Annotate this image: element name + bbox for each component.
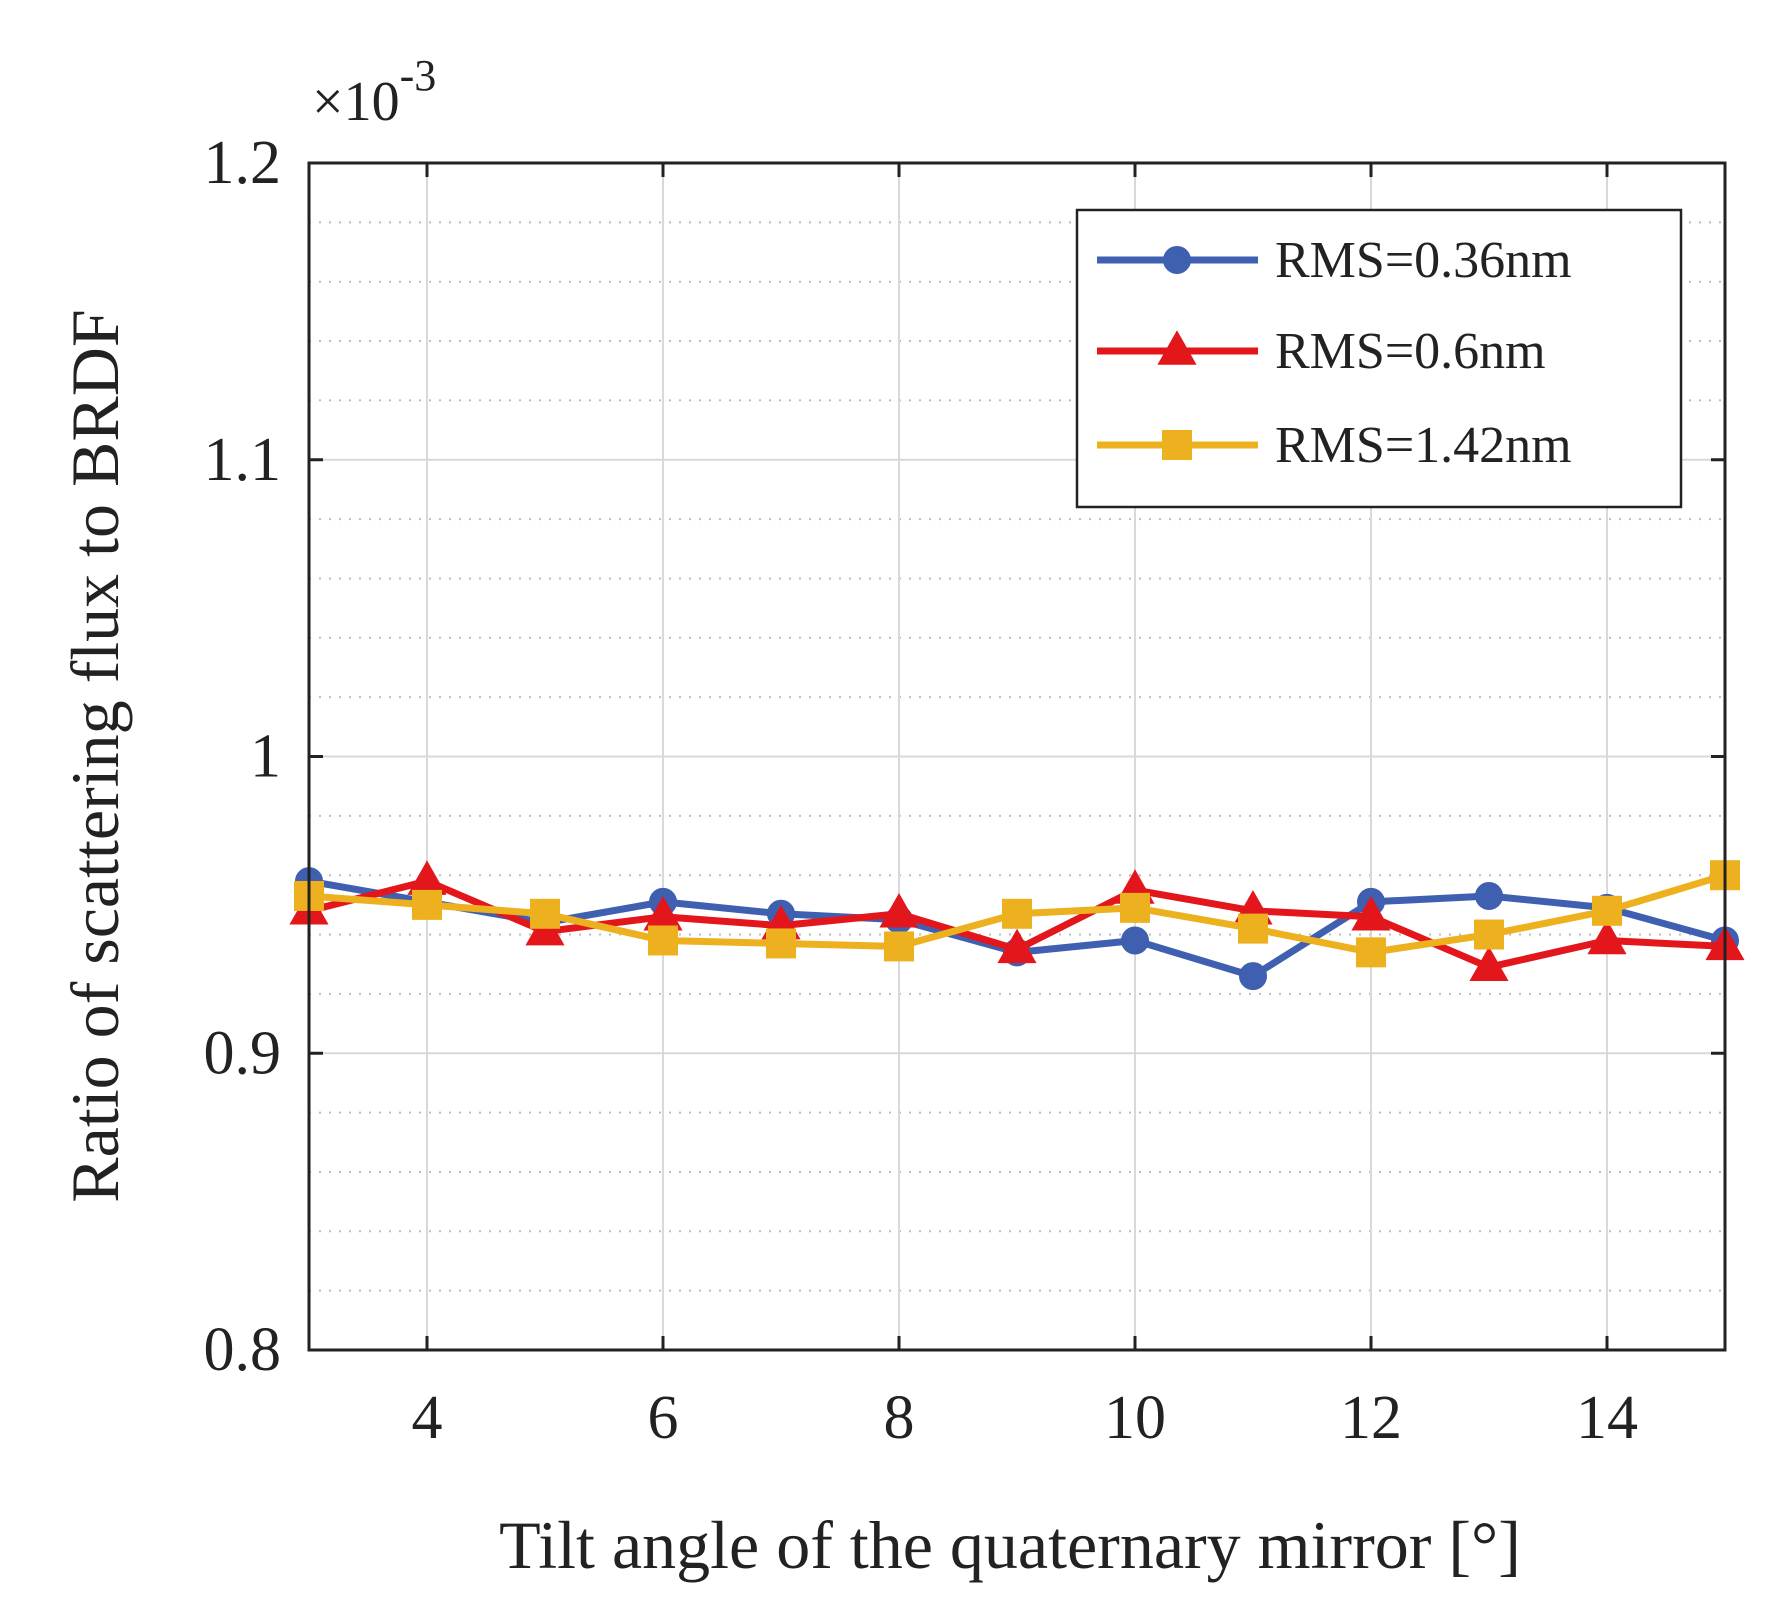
y-axis-title: Ratio of scattering flux to BRDF [57, 309, 133, 1202]
x-tick-label: 8 [884, 1384, 915, 1452]
legend-entry-2: RMS=0.6nm [1097, 323, 1546, 380]
x-tick-label: 6 [648, 1384, 679, 1452]
exponent-power: -3 [400, 51, 437, 100]
data-point [1238, 913, 1268, 944]
data-point [1351, 896, 1391, 931]
data-point [1356, 937, 1386, 968]
tick-label-layer: 0.8 0.9 1 1.1 1.2 4 6 8 10 12 14 [204, 129, 1639, 1452]
legend-entry-3: RMS=1.42nm [1097, 417, 1572, 474]
data-point [1120, 892, 1150, 923]
data-point [648, 925, 678, 956]
data-point [1592, 895, 1622, 926]
y-tick-label: 1 [250, 723, 281, 791]
exponent-base: ×10 [312, 71, 400, 133]
data-point [1475, 881, 1503, 910]
data-point [1239, 962, 1267, 991]
x-tick-label: 14 [1576, 1384, 1638, 1452]
x-tick-label: 10 [1104, 1384, 1166, 1452]
legend-items: RMS=0.36nm RMS=0.6nm RMS=1.42nm [1097, 232, 1572, 474]
x-axis-title: Tilt angle of the quaternary mirror [°] [499, 1507, 1521, 1583]
legend-swatch-marker [1163, 246, 1191, 274]
data-point [997, 928, 1037, 964]
data-point [1121, 926, 1149, 955]
data-point [530, 898, 560, 929]
data-point [1002, 898, 1032, 929]
x-tick-label: 4 [412, 1384, 443, 1452]
series-layer [289, 860, 1745, 991]
legend-entry-1: RMS=0.36nm [1097, 232, 1572, 289]
legend-swatch-marker [1162, 430, 1192, 460]
data-point [766, 928, 796, 959]
data-point [412, 889, 442, 920]
legend-label: RMS=1.42nm [1275, 417, 1572, 474]
x-tick-label: 12 [1340, 1384, 1402, 1452]
data-point [879, 893, 919, 928]
y-tick-label: 1.1 [204, 426, 282, 494]
data-point [1469, 946, 1509, 981]
data-point [1587, 919, 1627, 955]
y-tick-label: 0.9 [204, 1019, 282, 1087]
legend-swatch-marker [1157, 330, 1197, 365]
tick-layer [309, 161, 1725, 1352]
data-point [884, 931, 914, 962]
legend-label: RMS=0.6nm [1275, 323, 1546, 380]
y-axis-exponent: ×10-3 [312, 51, 436, 133]
y-tick-label: 1.2 [204, 129, 282, 197]
data-point [1474, 919, 1504, 950]
legend: RMS=0.36nm RMS=0.6nm RMS=1.42nm [1075, 208, 1683, 509]
y-tick-label: 0.8 [204, 1316, 282, 1384]
legend-label: RMS=0.36nm [1275, 232, 1572, 289]
